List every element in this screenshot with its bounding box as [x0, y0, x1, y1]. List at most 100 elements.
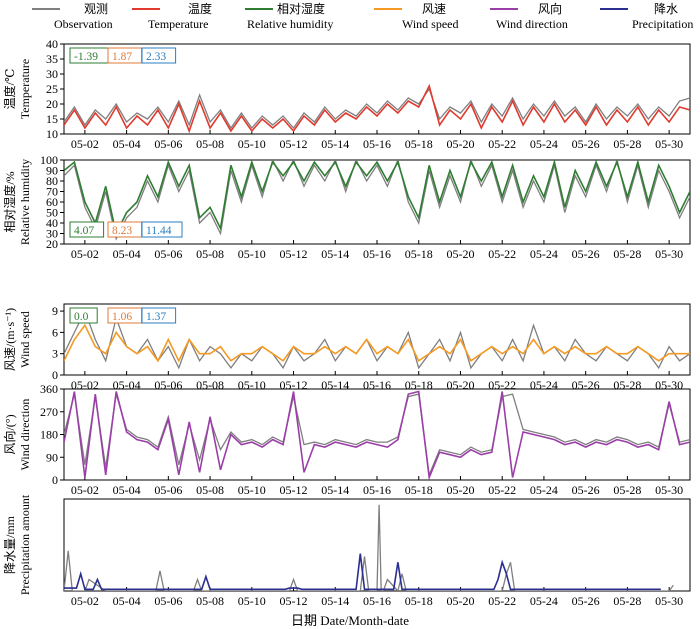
legend-en-observation: Observation — [54, 17, 113, 31]
x-tick-label: 05-04 — [113, 594, 141, 608]
legend-en-humidity: Relative humidity — [247, 17, 334, 31]
legend-cn-precipitation: 降水 — [654, 2, 679, 16]
y-tick-label: 0 — [52, 473, 58, 487]
legend: 观测 Observation 温度 Temperature 相对湿度 Relat… — [0, 0, 700, 36]
y-tick-label: 9 — [52, 304, 58, 318]
x-tick-label: 05-10 — [238, 594, 266, 608]
y-tick-label: 90 — [46, 450, 58, 464]
x-tick-label: 05-02 — [71, 247, 99, 261]
legend-en-wind-speed: Wind speed — [402, 17, 459, 31]
x-tick-label: 05-26 — [572, 594, 600, 608]
x-tick-label: 05-24 — [530, 247, 558, 261]
x-tick-label: 05-30 — [655, 378, 683, 392]
x-tick-label: 05-04 — [113, 247, 141, 261]
x-tick-label: 05-06 — [154, 594, 182, 608]
x-tick-label: 05-24 — [530, 378, 558, 392]
x-tick-label: 05-20 — [446, 137, 474, 151]
x-tick-label: 05-26 — [572, 483, 600, 497]
y-tick-label: 30 — [46, 67, 58, 81]
y-tick-label: 80 — [46, 174, 58, 188]
x-tick-label: 05-12 — [280, 247, 308, 261]
series-line-temperature — [64, 83, 690, 134]
legend-cn-wind-direction: 风向 — [538, 2, 563, 16]
stat-value: 1.06 — [112, 311, 132, 323]
legend-swatch-wind-direction — [490, 8, 518, 10]
y-tick-label: 0 — [52, 368, 58, 382]
x-tick-label: 05-06 — [154, 137, 182, 151]
x-tick-label: 05-22 — [488, 247, 516, 261]
legend-item-temperature: 温度 Temperature — [132, 0, 252, 34]
stat-value: 1.87 — [112, 51, 132, 63]
series-line-precipitation — [64, 553, 661, 591]
series-line-wind-direction — [64, 390, 690, 480]
y-axis-label-cn: 降水量/mm — [3, 515, 17, 574]
x-tick-label: 05-16 — [363, 247, 391, 261]
x-tick-label: 05-14 — [321, 137, 349, 151]
y-axis-label-cn: 温度/℃ — [2, 69, 17, 110]
legend-en-wind-direction: Wind direction — [496, 17, 568, 31]
legend-swatch-wind-speed — [374, 8, 402, 10]
y-tick-label: 50 — [46, 206, 58, 220]
stat-value: 0.0 — [74, 311, 89, 323]
legend-cn-humidity: 相对湿度 — [277, 2, 326, 16]
panel-3: 0 3 6 9 05-02 05-04 05-06 05-08 05-10 05-12 05-14 0… — [3, 303, 691, 392]
x-tick-label: 05-08 — [196, 378, 224, 392]
series-line-relative-humidity — [64, 160, 690, 236]
x-tick-label: 05-18 — [405, 137, 433, 151]
x-tick-label: 05-12 — [280, 378, 308, 392]
x-tick-label: 05-12 — [280, 483, 308, 497]
x-tick-label: 05-16 — [363, 378, 391, 392]
legend-cn-wind-speed: 风速 — [422, 2, 447, 16]
x-tick-label: 05-22 — [488, 137, 516, 151]
x-tick-label: 05-30 — [655, 137, 683, 151]
x-tick-label: 05-18 — [405, 378, 433, 392]
x-tick-label: 05-08 — [196, 247, 224, 261]
x-tick-label: 05-02 — [71, 594, 99, 608]
x-tick-label: 05-06 — [154, 378, 182, 392]
y-tick-label: 6 — [52, 325, 58, 339]
x-tick-label: 05-28 — [613, 594, 641, 608]
y-axis-label-en: Temperature — [18, 59, 32, 119]
y-tick-label: 15 — [46, 112, 58, 126]
x-tick-label: 05-04 — [113, 137, 141, 151]
y-tick-label: 60 — [46, 195, 58, 209]
x-tick-label: 05-22 — [488, 483, 516, 497]
stat-box — [141, 47, 177, 64]
y-tick-label: 35 — [46, 52, 58, 66]
x-tick-label: 05-14 — [321, 247, 349, 261]
x-tick-label: 05-06 — [154, 247, 182, 261]
x-tick-label: 05-14 — [321, 378, 349, 392]
y-tick-label: 100 — [40, 153, 58, 167]
x-tick-label: 05-12 — [280, 137, 308, 151]
x-tick-label: 05-16 — [363, 483, 391, 497]
x-tick-label: 05-18 — [405, 483, 433, 497]
y-axis-label-en: Wind direction — [18, 399, 32, 471]
stat-value: -1.39 — [74, 51, 98, 63]
y-tick-label: 180 — [40, 428, 58, 442]
legend-item-wind-speed: 风速 Wind speed — [368, 0, 488, 34]
series-line-observation — [64, 160, 690, 241]
legend-cn-observation: 观测 — [84, 2, 109, 16]
x-tick-label: 05-10 — [238, 247, 266, 261]
y-tick-label: 25 — [46, 82, 58, 96]
x-tick-label: 05-28 — [613, 378, 641, 392]
stat-box — [141, 307, 177, 324]
x-tick-label: 05-28 — [613, 483, 641, 497]
x-tick-label: 05-20 — [446, 247, 474, 261]
y-tick-label: 360 — [40, 382, 58, 396]
y-axis-label-cn: 风向/(°) — [2, 414, 17, 454]
y-axis-label-cn: 相对湿度/% — [2, 171, 17, 232]
y-tick-label: 70 — [46, 185, 58, 199]
legend-swatch-humidity — [245, 8, 273, 10]
stat-box — [141, 221, 183, 238]
x-tick-label: 05-08 — [196, 483, 224, 497]
x-tick-label: 05-30 — [655, 247, 683, 261]
x-tick-label: 05-24 — [530, 137, 558, 151]
y-tick-label: 40 — [46, 37, 58, 51]
stat-value: 8.23 — [112, 225, 132, 237]
y-axis-label-cn: 风速/(m·s⁻¹) — [3, 308, 17, 371]
x-tick-label: 05-20 — [446, 378, 474, 392]
